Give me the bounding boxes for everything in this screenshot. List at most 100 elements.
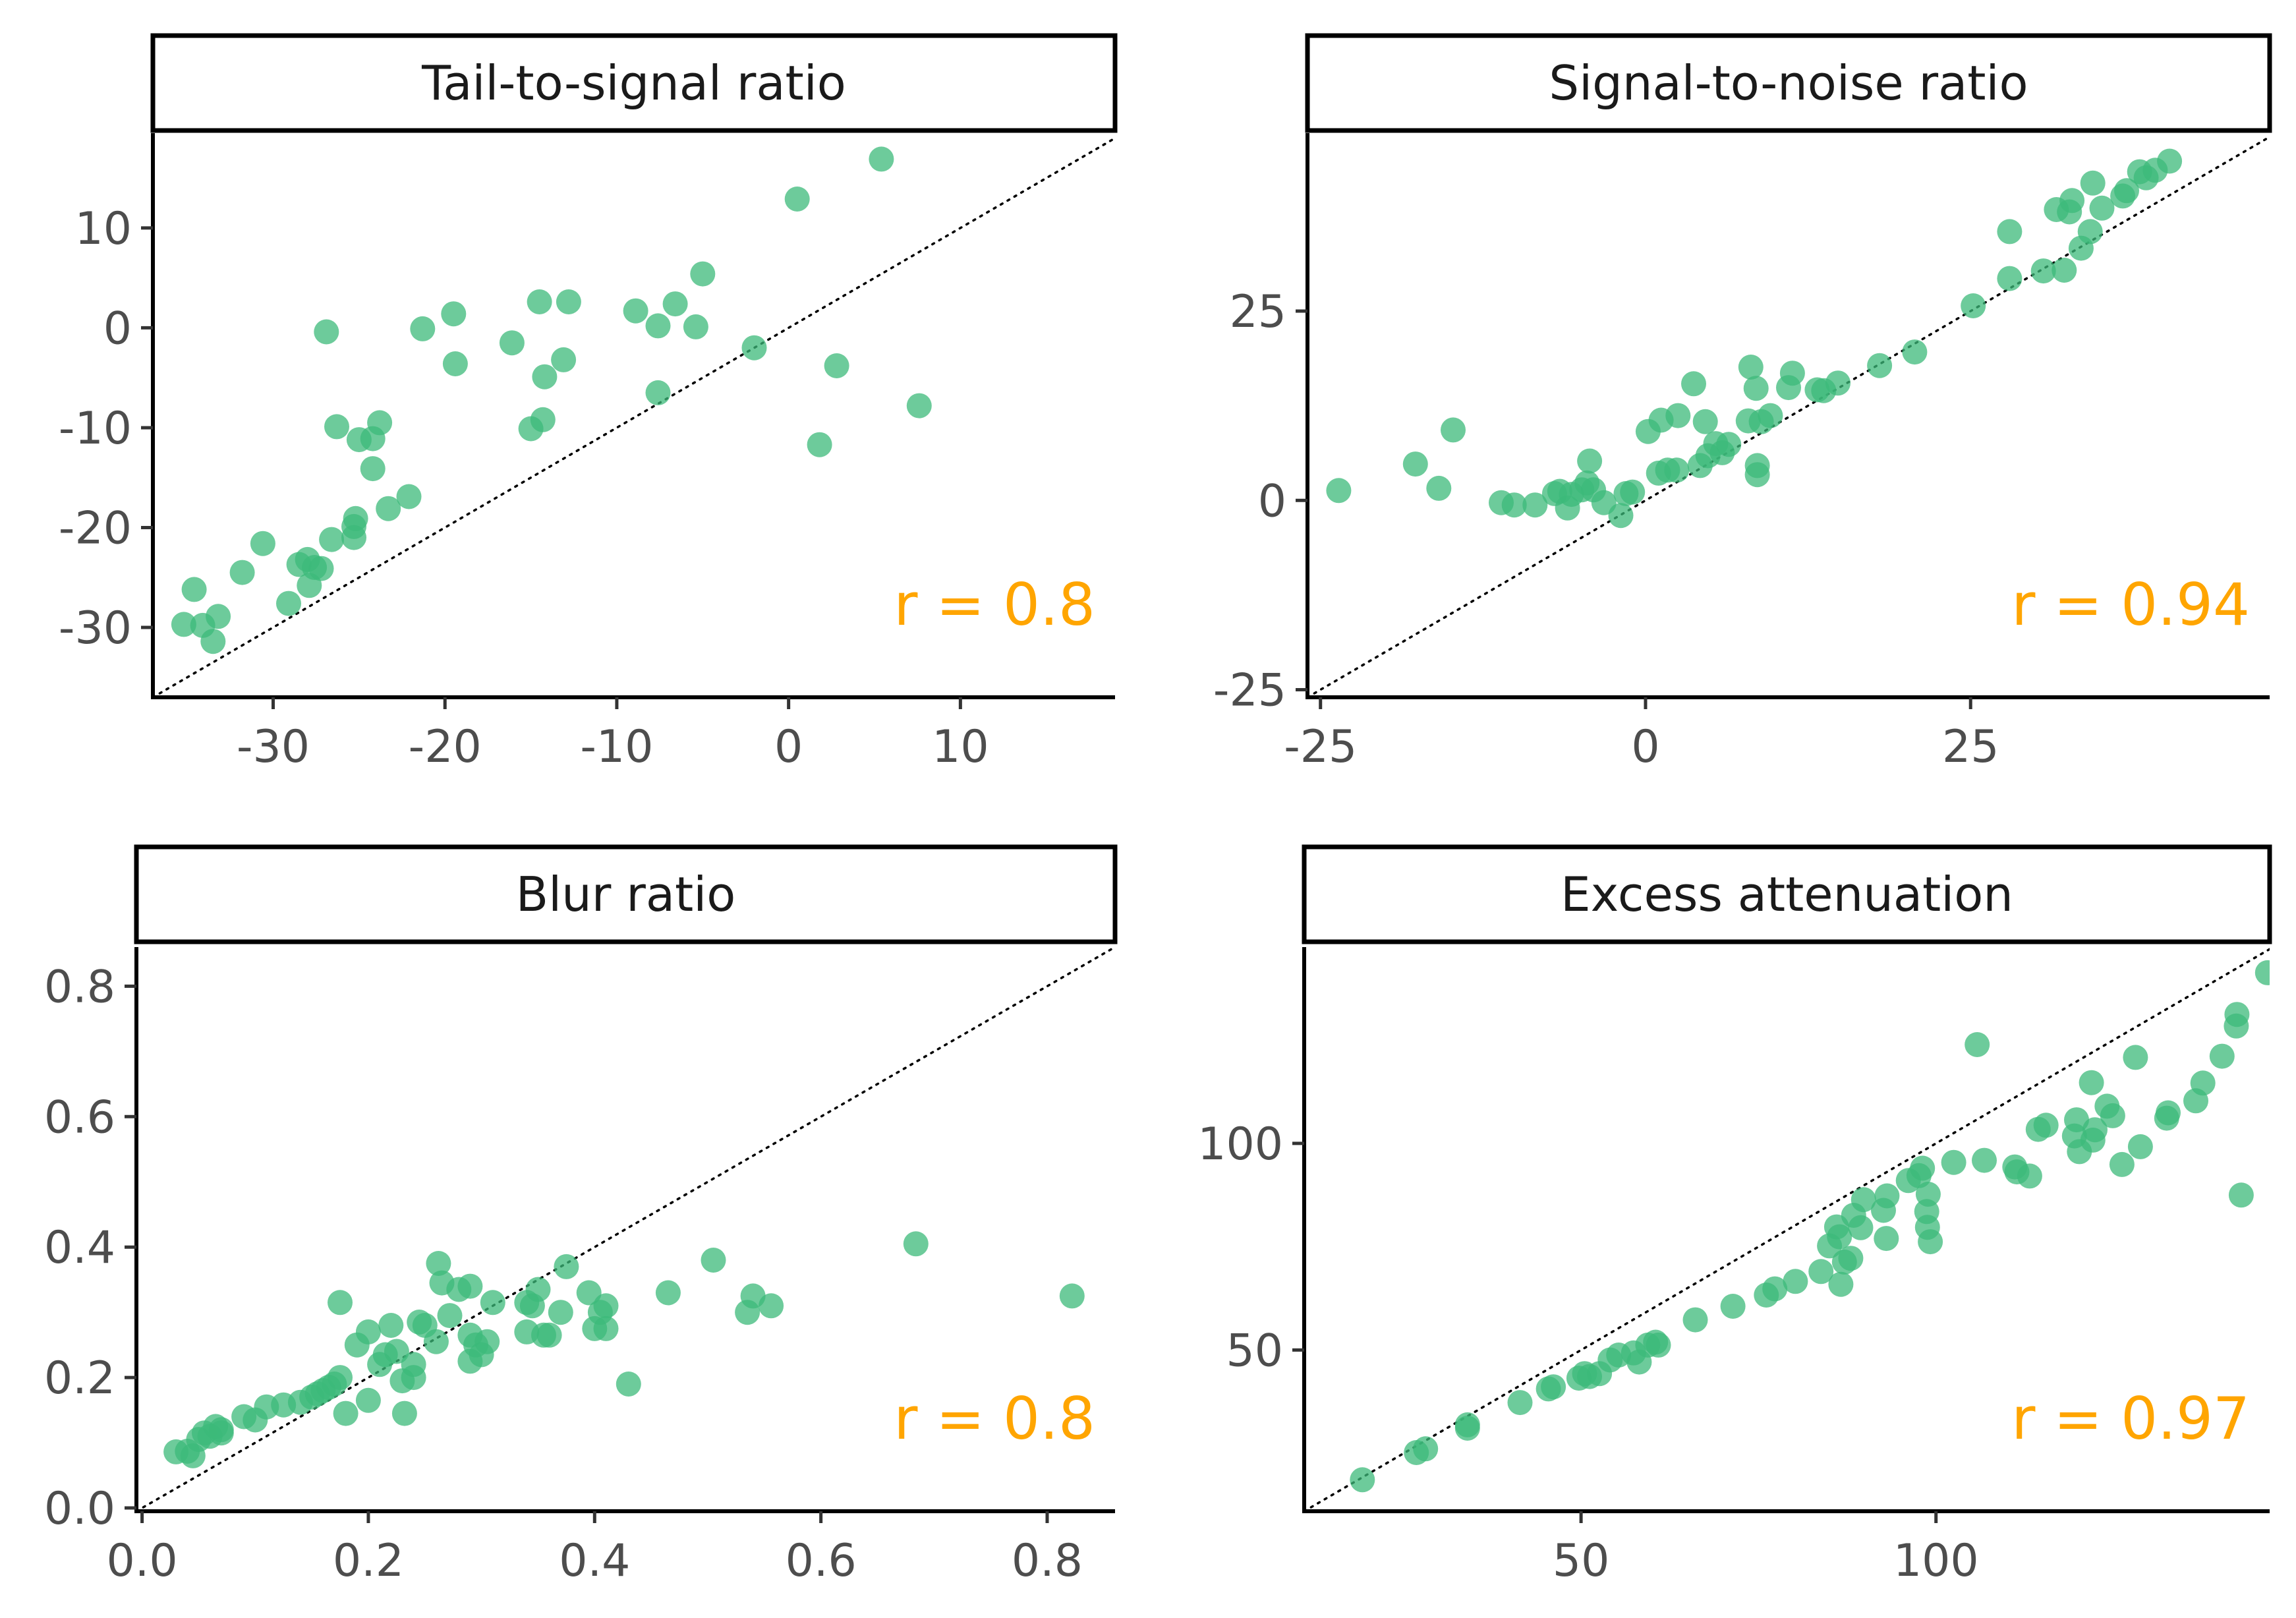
data-point <box>1682 1307 1708 1333</box>
x-tick-label: -30 <box>237 721 310 773</box>
data-point <box>441 301 467 327</box>
data-point <box>616 1372 641 1397</box>
data-point <box>355 1387 381 1413</box>
data-point <box>593 1293 619 1319</box>
data-point <box>2077 219 2103 245</box>
identity-reference-line <box>153 136 1115 697</box>
points-group <box>1326 148 2183 529</box>
data-point <box>206 604 231 629</box>
y-tick-label: 50 <box>1226 1325 1283 1377</box>
data-point <box>2082 1117 2108 1143</box>
data-point <box>1910 1155 1936 1181</box>
data-point <box>2109 1151 2135 1177</box>
data-point <box>824 353 849 378</box>
data-point <box>645 380 671 405</box>
y-tick-label: 100 <box>1197 1118 1283 1170</box>
data-point <box>391 1401 417 1426</box>
data-point <box>1808 1259 1834 1285</box>
data-point <box>576 1280 602 1306</box>
data-point <box>319 527 345 552</box>
data-point <box>2052 258 2077 283</box>
data-point <box>1915 1182 1941 1207</box>
data-point <box>1779 361 1805 386</box>
y-tick-label: -20 <box>59 502 132 554</box>
data-point <box>690 261 716 287</box>
data-point <box>333 1401 359 1426</box>
data-point <box>593 1315 619 1341</box>
facet-title: Signal-to-noise ratio <box>1549 55 2028 111</box>
y-tick-label: 25 <box>1229 286 1286 338</box>
y-tick-label: 0 <box>1258 475 1286 527</box>
data-point <box>1326 478 1352 504</box>
data-point <box>1350 1467 1375 1493</box>
x-tick-label: 25 <box>1942 721 1999 773</box>
data-point <box>1997 219 2023 245</box>
data-point <box>784 187 810 212</box>
data-point <box>2157 148 2183 174</box>
data-point <box>457 1273 483 1299</box>
data-point <box>525 1277 551 1302</box>
data-point <box>2127 1134 2153 1159</box>
correlation-annotation: r = 0.8 <box>894 1385 1095 1453</box>
x-tick-label: 0.4 <box>559 1535 630 1587</box>
data-point <box>328 1290 353 1315</box>
data-point <box>423 1329 449 1354</box>
data-point <box>308 556 334 581</box>
panel-4: Excess attenuation 50 100 50 100 r = 0.97 <box>1197 844 2272 1587</box>
data-point <box>1501 492 1527 518</box>
data-point <box>1522 492 1548 518</box>
data-point <box>1664 457 1690 483</box>
data-point <box>200 629 226 654</box>
data-point <box>1848 1215 1874 1240</box>
data-point <box>2114 178 2139 204</box>
data-point <box>1838 1246 1864 1271</box>
data-point <box>701 1248 726 1273</box>
points-group <box>163 1231 1085 1468</box>
data-point <box>1507 1390 1533 1416</box>
data-point <box>1692 409 1718 434</box>
y-tick-label: -25 <box>1213 665 1286 717</box>
data-point <box>655 1280 681 1306</box>
facet-title: Tail-to-signal ratio <box>421 55 846 111</box>
data-point <box>1577 448 1603 474</box>
y-tick-label: 10 <box>74 203 132 255</box>
data-point <box>2224 1002 2250 1027</box>
data-point <box>499 330 525 356</box>
data-point <box>355 1319 381 1344</box>
data-point <box>1758 403 1783 428</box>
data-point <box>2079 1070 2104 1095</box>
data-point <box>1867 353 1893 378</box>
data-point <box>250 531 275 556</box>
data-point <box>536 1322 562 1348</box>
data-point <box>1413 1436 1439 1462</box>
facet-strip <box>1302 844 2272 944</box>
data-point <box>1441 417 1466 443</box>
data-point <box>2100 1103 2125 1128</box>
data-point <box>869 146 894 172</box>
data-point <box>1825 370 1851 396</box>
y-tick-label: -30 <box>59 602 132 654</box>
y-tick-label: -10 <box>59 403 132 455</box>
data-point <box>645 313 671 339</box>
data-point <box>1874 1226 1899 1252</box>
x-tick-label: -10 <box>580 721 653 773</box>
data-point <box>229 560 255 585</box>
data-point <box>442 351 468 376</box>
data-point <box>551 347 577 372</box>
panel-2: Signal-to-noise ratio -25 0 25 -25 0 25 r = 0.9… <box>1213 33 2272 773</box>
data-point <box>1720 1294 1746 1319</box>
data-point <box>683 314 708 339</box>
data-point <box>1851 1187 1876 1213</box>
x-tick-label: 50 <box>1553 1535 1610 1587</box>
data-point <box>1874 1183 1900 1209</box>
data-point <box>1591 490 1617 515</box>
data-point <box>554 1254 579 1279</box>
data-point <box>2254 960 2270 985</box>
data-point <box>324 414 349 440</box>
data-point <box>1608 503 1634 529</box>
data-point <box>2033 1112 2059 1138</box>
data-point <box>1454 1412 1480 1437</box>
data-point <box>1665 403 1691 428</box>
data-point <box>1965 1032 1990 1057</box>
